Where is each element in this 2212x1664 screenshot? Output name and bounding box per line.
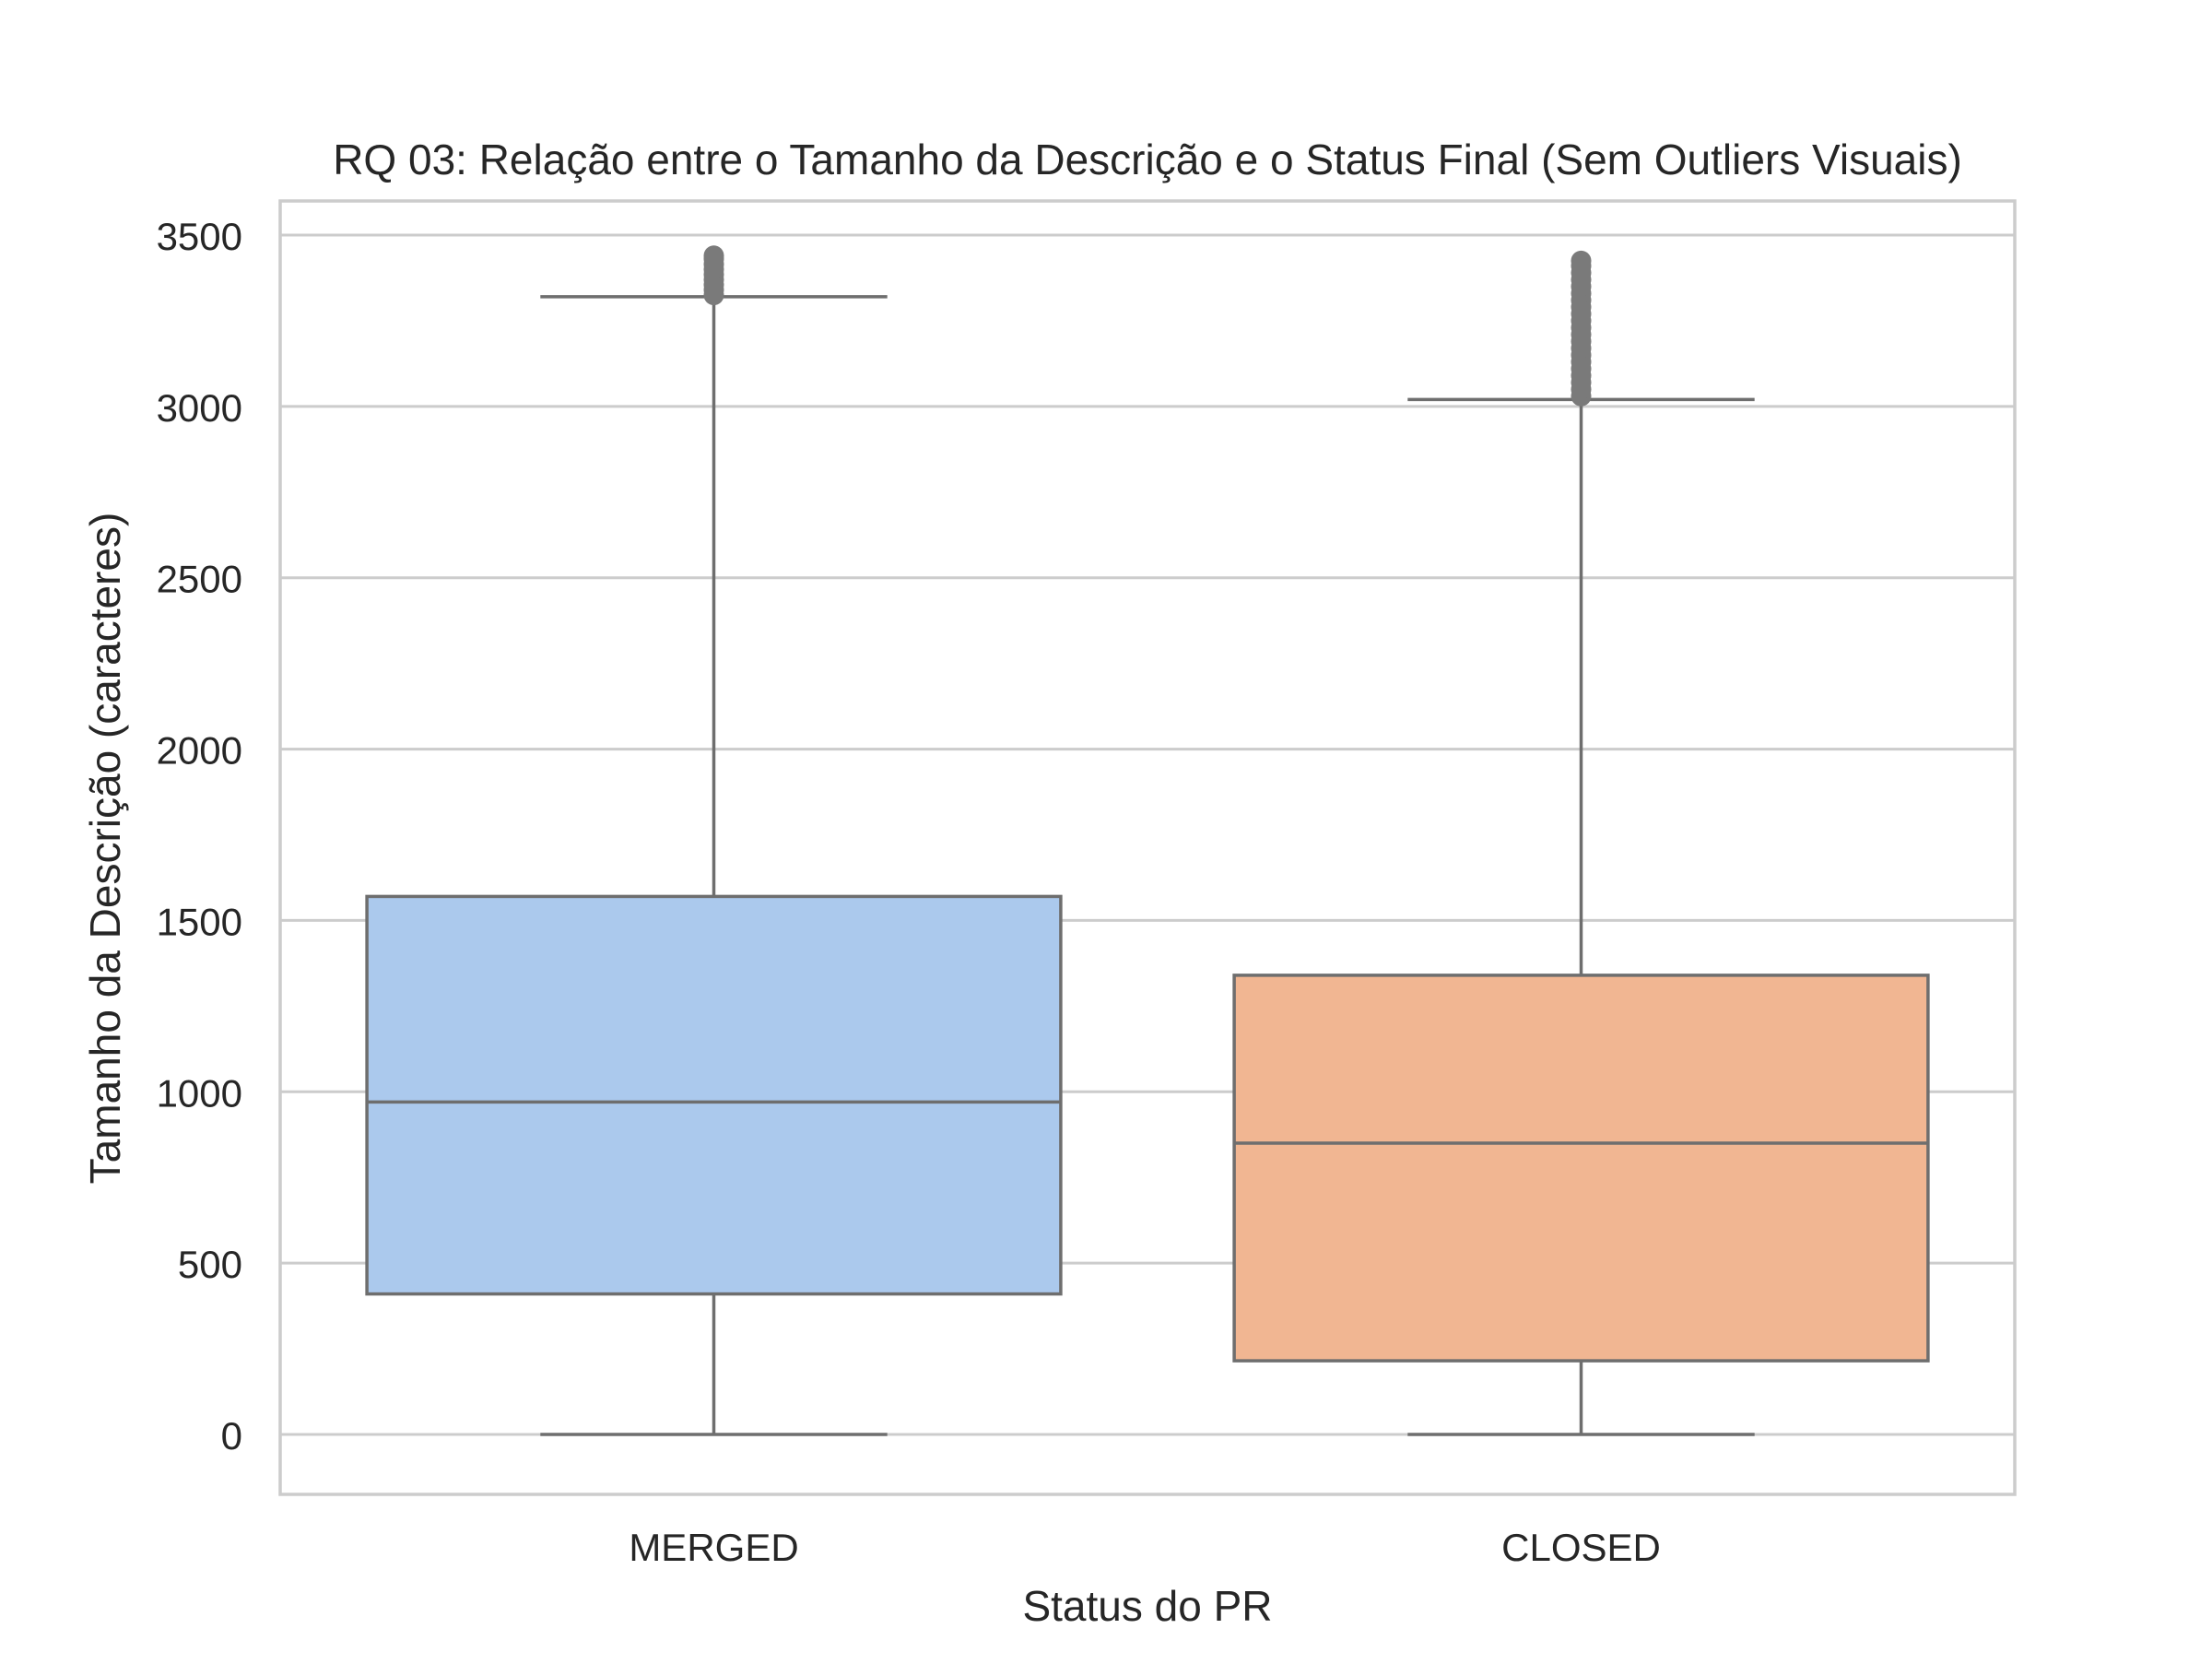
box-merged bbox=[365, 245, 1063, 1436]
x-axis-label: Status do PR bbox=[1022, 1582, 1272, 1630]
chart-title: RQ 03: Relação entre o Tamanho da Descri… bbox=[333, 136, 1962, 183]
outlier-point bbox=[703, 245, 724, 266]
y-tick-label: 500 bbox=[178, 1243, 242, 1286]
iqr-box bbox=[1232, 974, 1930, 1363]
y-tick-label: 2500 bbox=[157, 558, 242, 601]
y-tick-label: 1000 bbox=[157, 1071, 242, 1115]
y-axis-label: Tamanho da Descrição (caracteres) bbox=[81, 513, 129, 1185]
iqr-box bbox=[365, 894, 1063, 1296]
y-tick-label: 1500 bbox=[157, 900, 242, 943]
box-closed bbox=[1232, 250, 1930, 1436]
y-tick-label: 2000 bbox=[157, 729, 242, 773]
outlier-point bbox=[1571, 250, 1592, 271]
tick-layer: 0 500 1000 1500 2000 2500 3000 3500 MERGED CLOSED bbox=[157, 215, 1661, 1569]
x-tick-label: MERGED bbox=[629, 1526, 798, 1569]
y-tick-label: 3500 bbox=[157, 215, 242, 258]
y-tick-label: 0 bbox=[221, 1414, 242, 1457]
x-tick-label: CLOSED bbox=[1501, 1526, 1661, 1569]
plot-frame bbox=[278, 199, 2017, 1496]
box-layer bbox=[365, 245, 1930, 1436]
y-tick-label: 3000 bbox=[157, 386, 242, 430]
